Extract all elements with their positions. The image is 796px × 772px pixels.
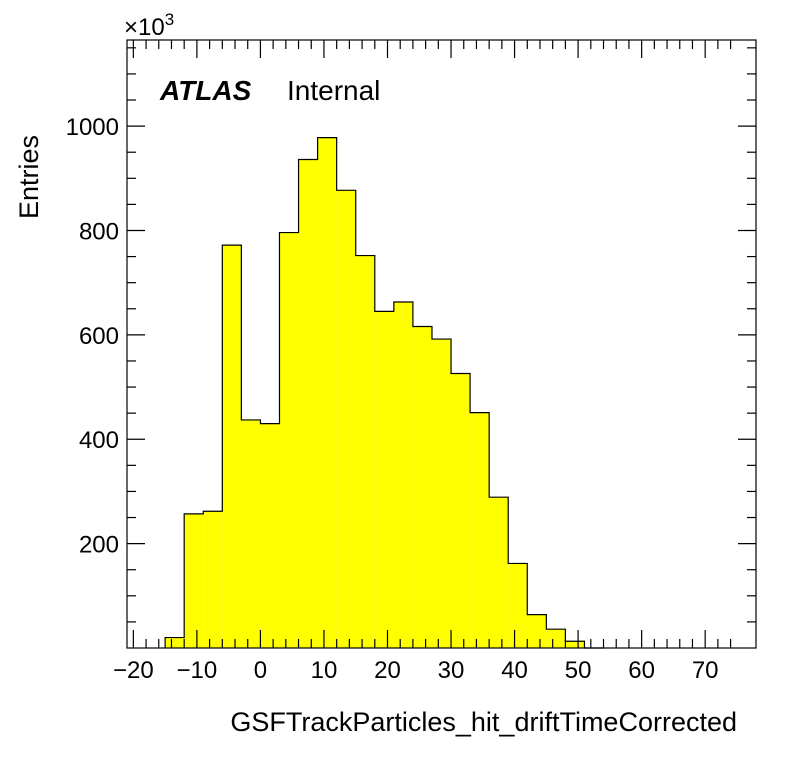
internal-label: Internal: [287, 75, 380, 106]
histogram-outline: [164, 136, 604, 649]
histogram-bar: [489, 497, 509, 648]
histogram-bar: [393, 301, 413, 648]
atlas-label: ATLAS: [159, 75, 252, 106]
y-tick-label: 200: [79, 532, 119, 559]
y-tick-label: 800: [79, 218, 119, 245]
histogram-bar: [431, 339, 452, 648]
histogram-bar: [279, 232, 299, 648]
histogram-bar: [260, 423, 280, 648]
histogram-bar: [565, 641, 585, 648]
x-tick-label: 40: [501, 657, 528, 684]
histogram-bar: [546, 629, 566, 648]
tick-labels: −20 −10 0 10 20 30 40 50 60 70 200 400 600 800 1000: [66, 114, 719, 684]
histogram-bar: [298, 159, 318, 648]
x-tick-label: 70: [692, 657, 719, 684]
histogram-bar: [222, 245, 242, 648]
y-axis-multiplier: ×103: [124, 10, 174, 41]
x-tick-label: −20: [113, 657, 154, 684]
histogram-bar: [527, 614, 547, 648]
x-tick-label: −10: [177, 657, 218, 684]
histogram-bar: [508, 563, 528, 648]
x-tick-label: 60: [628, 657, 655, 684]
x-tick-label: 30: [438, 657, 465, 684]
histogram-bar: [451, 373, 471, 648]
histogram-bar: [470, 412, 490, 648]
histogram-bar: [317, 137, 337, 648]
x-tick-label: 0: [254, 657, 267, 684]
histogram-bar: [355, 255, 375, 648]
histogram-bar: [241, 419, 261, 648]
plot-frame: [126, 39, 757, 649]
y-tick-label: 1000: [66, 114, 119, 141]
x-tick-label: 50: [565, 657, 592, 684]
histogram-bar: [165, 637, 185, 648]
histogram-bars: [164, 136, 604, 649]
y-tick-label: 600: [79, 323, 119, 350]
histogram-bar: [374, 311, 394, 648]
y-axis-title: Entries: [14, 135, 44, 219]
histogram-bar: [336, 190, 356, 648]
x-tick-label: 20: [374, 657, 401, 684]
x-axis-title: GSFTrackParticles_hit_driftTimeCorrected: [230, 707, 737, 737]
histogram-bar: [203, 511, 223, 648]
axis-ticks: [127, 40, 756, 648]
histogram-bar: [184, 513, 204, 648]
y-tick-label: 400: [79, 427, 119, 454]
histogram-bar: [412, 326, 432, 648]
x-tick-label: 10: [311, 657, 338, 684]
